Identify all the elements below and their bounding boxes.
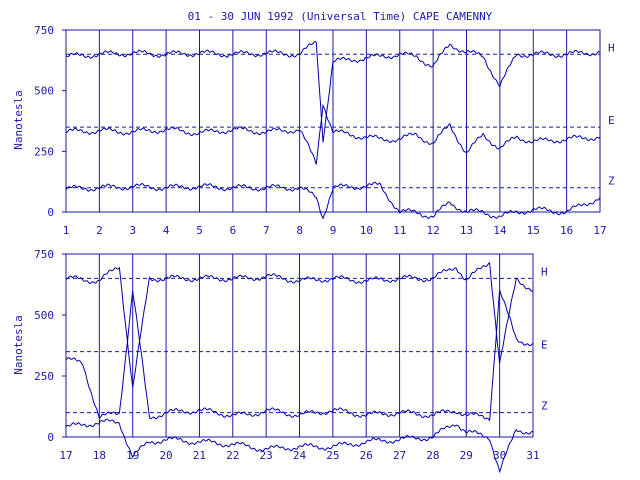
x-tick-label: 12 xyxy=(427,224,440,237)
x-tick-label: 6 xyxy=(230,224,237,237)
x-tick-label: 20 xyxy=(159,449,172,462)
y-tick-label: 250 xyxy=(34,145,54,158)
y-tick-label: 0 xyxy=(47,206,54,219)
x-tick-label: 25 xyxy=(326,449,339,462)
x-tick-label: 15 xyxy=(527,224,540,237)
series-line-z xyxy=(65,181,601,220)
x-tick-label: 23 xyxy=(260,449,273,462)
y-tick-label: 250 xyxy=(34,370,54,383)
x-tick-label: 3 xyxy=(129,224,136,237)
series-line-h xyxy=(65,41,600,143)
series-line-e xyxy=(65,289,534,422)
chart-title: 01 - 30 JUN 1992 (Universal Time) CAPE C… xyxy=(188,10,493,23)
component-label-h: H xyxy=(608,41,615,54)
x-tick-label: 31 xyxy=(526,449,539,462)
y-tick-label: 500 xyxy=(34,309,54,322)
series-line-e xyxy=(66,103,601,165)
x-tick-label: 17 xyxy=(593,224,606,237)
x-tick-label: 1 xyxy=(63,224,70,237)
x-tick-label: 19 xyxy=(126,449,139,462)
x-tick-label: 17 xyxy=(59,449,72,462)
x-tick-label: 18 xyxy=(93,449,106,462)
x-tick-label: 26 xyxy=(360,449,373,462)
component-label-e: E xyxy=(541,339,548,352)
x-tick-label: 4 xyxy=(163,224,170,237)
y-tick-label: 750 xyxy=(34,248,54,261)
x-tick-label: 10 xyxy=(360,224,373,237)
x-tick-label: 16 xyxy=(560,224,573,237)
x-tick-label: 8 xyxy=(296,224,303,237)
x-tick-label: 13 xyxy=(460,224,473,237)
component-label-z: Z xyxy=(608,175,615,188)
x-tick-label: 29 xyxy=(460,449,473,462)
y-tick-label: 750 xyxy=(34,24,54,37)
x-tick-label: 2 xyxy=(96,224,103,237)
series-line-z xyxy=(65,418,534,474)
component-label-z: Z xyxy=(541,400,548,413)
x-tick-label: 27 xyxy=(393,449,406,462)
y-tick-label: 500 xyxy=(34,85,54,98)
panel-bottom: Nanotesla 17 18 19 20 21 22 23 24 25 26 27 28 29 30 31… xyxy=(12,248,548,474)
component-label-e: E xyxy=(608,114,615,127)
series-line-h xyxy=(65,261,534,388)
x-tick-label: 28 xyxy=(426,449,439,462)
x-tick-label: 22 xyxy=(226,449,239,462)
x-tick-label: 14 xyxy=(493,224,507,237)
component-label-h: H xyxy=(541,265,548,278)
y-tick-label: 0 xyxy=(47,431,54,444)
x-tick-label: 24 xyxy=(293,449,307,462)
x-tick-label: 7 xyxy=(263,224,270,237)
panel-top: Nanotesla 1 2 3 4 5 6 7 8 9 10 11 12 13 14 15 16 1702505… xyxy=(12,24,615,237)
x-tick-label: 11 xyxy=(393,224,406,237)
y-axis-label-top: Nanotesla xyxy=(12,90,25,150)
x-tick-label: 5 xyxy=(196,224,203,237)
x-tick-label: 30 xyxy=(493,449,506,462)
x-tick-label: 9 xyxy=(330,224,337,237)
x-tick-label: 21 xyxy=(193,449,206,462)
y-axis-label-bottom: Nanotesla xyxy=(12,315,25,375)
